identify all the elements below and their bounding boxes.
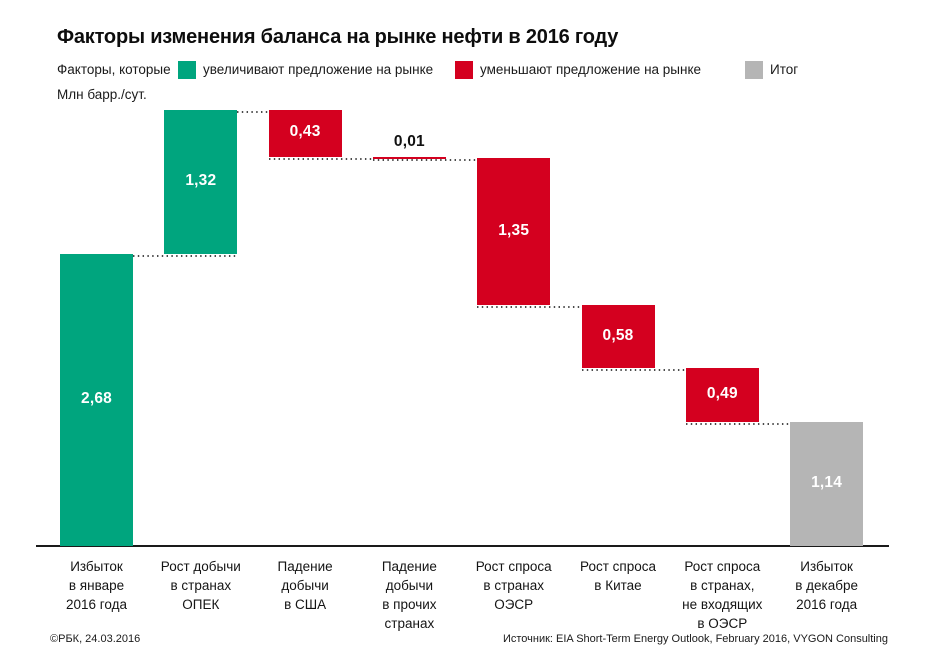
category-label-line: Рост спроса [475, 559, 552, 574]
x-axis-category-label: Рост спроса в странах, не входящих в ОЭСР [660, 557, 784, 633]
y-axis-unit-label: Млн барр./сут. [57, 87, 147, 102]
legend: Факторы, которые увеличивают предложение… [0, 61, 925, 79]
x-axis-category-label: Рост спроса в странах ОЭСР [452, 557, 576, 614]
bar-value-label: 2,68 [81, 389, 112, 407]
category-label-line: ОЭСР [494, 597, 534, 612]
x-axis-category-label: Избыток в декабре 2016 года [765, 557, 889, 614]
category-label-line: в странах [170, 578, 232, 593]
connector-line [237, 111, 269, 113]
category-label-line: в январе [68, 578, 125, 593]
waterfall-bar-increase [60, 253, 133, 546]
legend-prefix: Факторы, которые [57, 62, 171, 77]
category-label-line: Рост добычи [160, 559, 241, 574]
category-label-line: ОПЕК [182, 597, 220, 612]
legend-item-label: увеличивают предложение на рынке [203, 62, 434, 77]
category-label-line: Избыток [800, 559, 853, 574]
footer-copyright: ©РБК, 24.03.2016 [50, 633, 141, 645]
connector-line [477, 306, 582, 309]
legend-swatch-decrease [455, 61, 473, 79]
x-axis-category-label: Падение добычи в США [243, 557, 367, 614]
legend-swatch-increase [178, 61, 196, 79]
waterfall-bar-decrease [268, 110, 342, 157]
bar-value-label: 0,58 [602, 326, 634, 344]
legend-item-label: Итог [770, 62, 799, 77]
bar-value-label: 1,14 [811, 473, 843, 491]
waterfall-bar-increase [164, 110, 238, 254]
x-axis-category-label: Избыток в январе 2016 года [35, 557, 159, 614]
category-label-line: Падение [277, 559, 333, 574]
page-title: Факторы изменения баланса на рынке нефти… [57, 26, 619, 48]
bar-value-label: 0,49 [706, 385, 738, 403]
category-label-line: не входящих [682, 597, 763, 612]
category-label-line: добычи [385, 578, 434, 593]
bar-value-label: 1,35 [498, 221, 530, 239]
connector-line [685, 422, 791, 425]
connector-line [133, 254, 238, 257]
category-label-line: в Китае [594, 578, 642, 593]
connector-line [372, 158, 478, 161]
waterfall-bar-decrease [685, 368, 759, 422]
category-label-line: в США [284, 597, 327, 612]
bar-value-label: 0,43 [289, 123, 321, 141]
category-label-line: 2016 года [65, 597, 127, 612]
category-label-line: добычи [281, 578, 329, 593]
category-label-line: Падение [381, 559, 437, 574]
x-axis-category-label: Рост добычи в странах ОПЕК [139, 557, 263, 614]
x-axis-category-label: Рост спроса в Китае [556, 557, 680, 595]
category-label-line: в странах, [690, 578, 755, 593]
connector-line [581, 369, 686, 372]
category-label-line: в ОЭСР [697, 616, 748, 631]
waterfall-bar-decrease [477, 157, 551, 306]
category-label-line: странах [384, 616, 435, 631]
legend-item-label: уменьшают предложение на рынке [480, 62, 702, 77]
category-label-line: в декабре [795, 578, 858, 593]
waterfall-bar-decrease [581, 305, 655, 369]
category-label-line: Избыток [70, 559, 123, 574]
connector-line [268, 157, 373, 160]
category-label-line: в прочих [382, 597, 437, 612]
bar-value-label: 0,01 [393, 132, 425, 150]
x-axis-category-label: Падение добычи в прочих странах [347, 557, 471, 633]
category-label-line: в странах [483, 578, 544, 593]
waterfall-bar-total [790, 421, 864, 546]
waterfall-bar-decrease [372, 156, 446, 160]
category-label-line: 2016 года [796, 597, 858, 612]
x-axis-line [36, 545, 889, 547]
footer-source: Источник: EIA Short-Term Energy Outlook,… [502, 633, 888, 645]
category-label-line: Рост спроса [684, 559, 761, 574]
legend-swatch-total [745, 61, 763, 79]
bar-value-label: 1,32 [185, 171, 217, 189]
category-label-line: Рост спроса [580, 559, 656, 574]
